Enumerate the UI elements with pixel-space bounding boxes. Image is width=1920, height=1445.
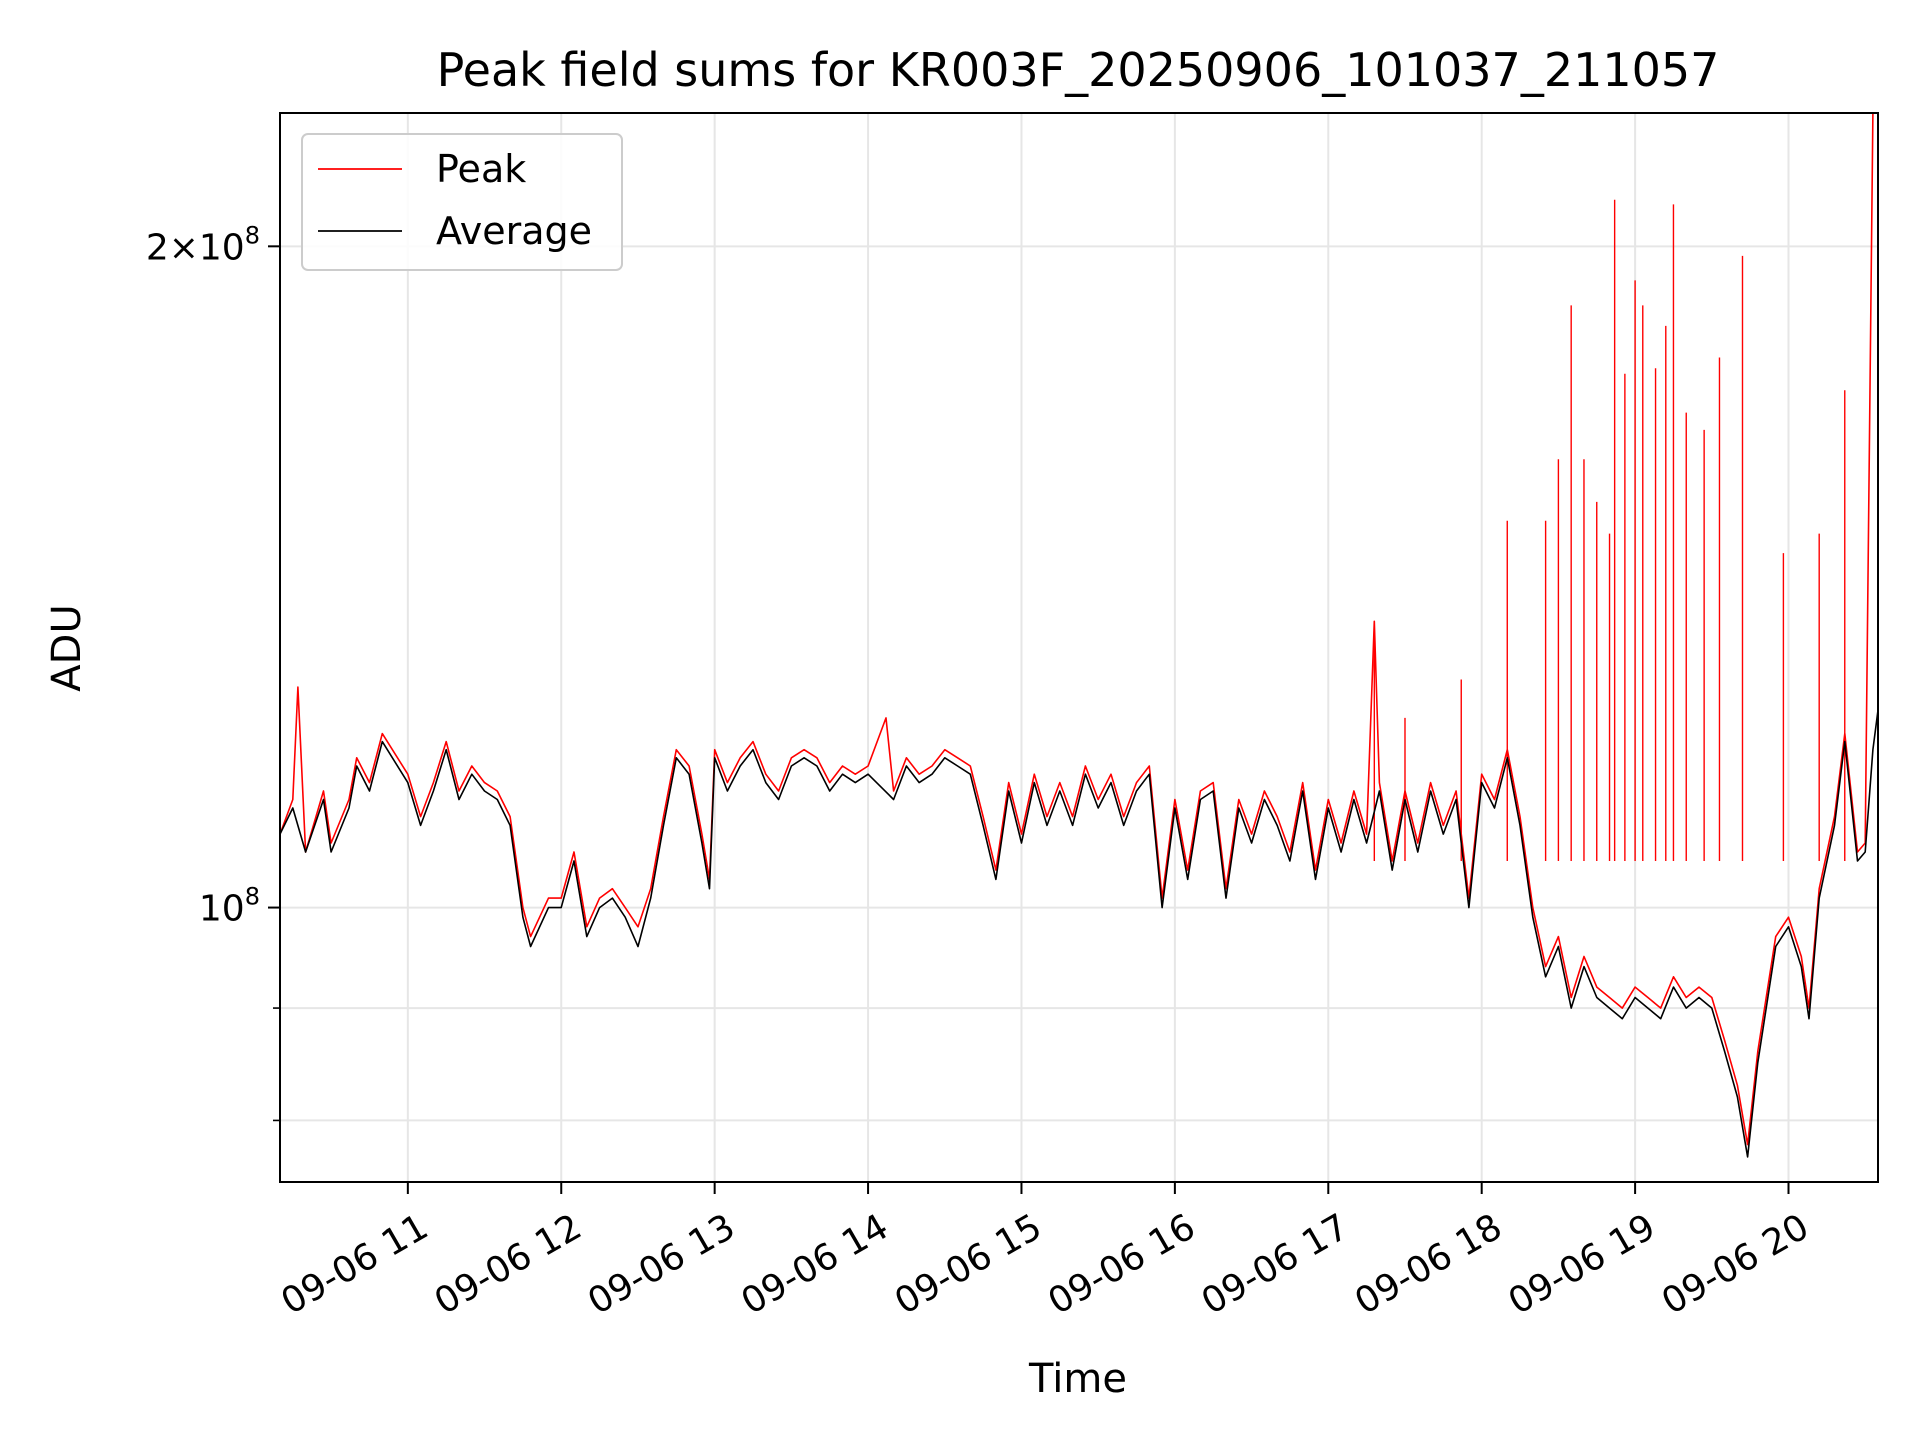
x-axis-label: Time xyxy=(1028,1356,1127,1402)
legend-label-peak: Peak xyxy=(436,147,526,191)
y-tick-label: 2×108 xyxy=(146,221,260,268)
plot-frame xyxy=(279,112,1879,1183)
legend-box xyxy=(301,133,623,271)
series-layer xyxy=(279,112,1879,1158)
chart-title: Peak field sums for KR003F_20250906_1010… xyxy=(437,43,1720,97)
series-line-average xyxy=(279,709,1879,1158)
legend-label-average: Average xyxy=(436,209,592,253)
y-axis-label: ADU xyxy=(44,604,90,691)
legend: Peak Average xyxy=(301,133,623,271)
series-line-peak xyxy=(279,112,1878,1146)
